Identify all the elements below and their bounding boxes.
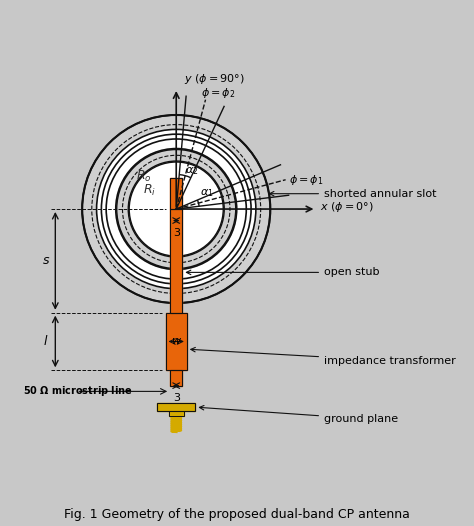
Text: $R_o$: $R_o$: [136, 169, 151, 184]
Text: l: l: [44, 335, 47, 348]
Text: open stub: open stub: [186, 267, 380, 277]
Text: ground plane: ground plane: [200, 406, 398, 423]
Text: 3: 3: [173, 228, 180, 238]
Circle shape: [82, 115, 270, 303]
Bar: [169, 411, 183, 416]
Bar: [157, 403, 195, 411]
Text: impedance transformer: impedance transformer: [191, 347, 456, 366]
Text: $R_i$: $R_i$: [143, 183, 156, 198]
Text: $x\ (\phi=0°)$: $x\ (\phi=0°)$: [320, 200, 374, 214]
Circle shape: [117, 149, 236, 269]
Text: $w$: $w$: [171, 337, 182, 347]
Bar: [170, 370, 182, 386]
Text: $\mathbf{50\ \Omega\ microstrip\ line}$: $\mathbf{50\ \Omega\ microstrip\ line}$: [23, 385, 132, 398]
Text: shorted annular slot: shorted annular slot: [270, 189, 437, 199]
Bar: [157, 403, 195, 411]
Circle shape: [82, 115, 270, 303]
Text: $\alpha_1$: $\alpha_1$: [200, 187, 214, 199]
Circle shape: [129, 162, 223, 256]
Bar: [169, 411, 183, 416]
Bar: [170, 178, 182, 209]
Bar: [166, 312, 187, 370]
Bar: [170, 209, 182, 312]
Bar: [166, 312, 187, 370]
Circle shape: [97, 129, 256, 289]
Bar: [170, 178, 182, 209]
Bar: [170, 209, 182, 312]
Text: $y\ (\phi=90°)$: $y\ (\phi=90°)$: [184, 72, 245, 86]
Text: 3: 3: [173, 393, 180, 403]
Text: $\alpha_2$: $\alpha_2$: [185, 165, 198, 177]
Circle shape: [101, 134, 251, 284]
Circle shape: [128, 161, 224, 257]
Circle shape: [116, 148, 237, 269]
Text: s: s: [43, 255, 49, 267]
Bar: [170, 370, 182, 386]
Text: $\phi=\phi_1$: $\phi=\phi_1$: [290, 173, 324, 187]
Text: $\phi=\phi_2$: $\phi=\phi_2$: [201, 86, 235, 99]
Text: Fig. 1 Geometry of the proposed dual-band CP antenna: Fig. 1 Geometry of the proposed dual-ban…: [64, 508, 410, 521]
